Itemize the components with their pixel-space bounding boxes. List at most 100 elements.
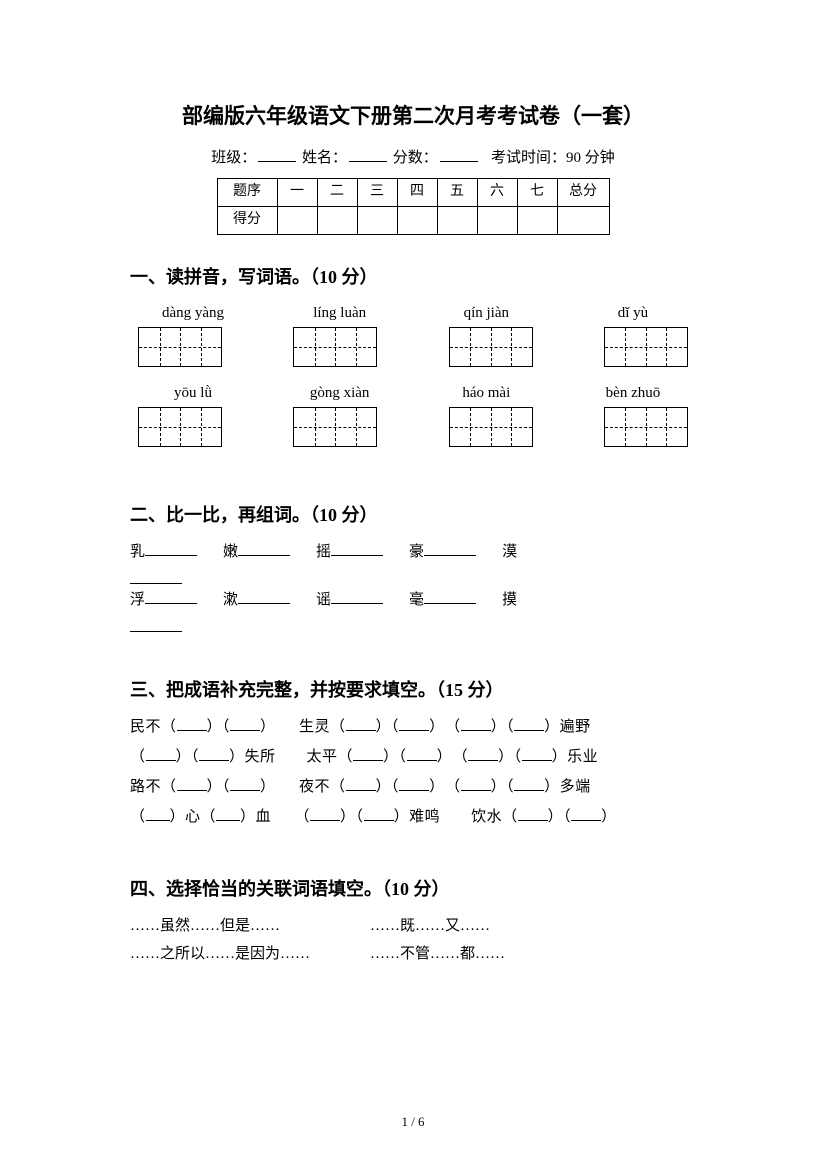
blank[interactable] [424, 588, 476, 604]
section2-title: 二、比一比，再组词。（10 分） [130, 501, 696, 530]
idiom-blank[interactable] [461, 777, 491, 791]
idiom-blank[interactable] [468, 747, 498, 761]
blank[interactable] [331, 588, 383, 604]
section1-title: 一、读拼音，写词语。（10 分） [130, 263, 696, 292]
idiom-blank[interactable] [364, 807, 394, 821]
idiom-blank[interactable] [177, 717, 207, 731]
idiom-blank[interactable] [514, 777, 544, 791]
char: 毫 [409, 588, 424, 612]
idiom-line: 路不（）（） 夜不（）（） （）（）多端 [130, 775, 696, 799]
conj-option: ……既……又…… [370, 914, 610, 938]
score-blank[interactable] [440, 161, 478, 162]
idiom-blank[interactable] [230, 777, 260, 791]
char: 乳 [130, 540, 145, 564]
col-1: 一 [277, 178, 317, 206]
score-cell[interactable] [357, 206, 397, 234]
idiom-blank[interactable] [346, 717, 376, 731]
class-blank[interactable] [258, 161, 296, 162]
score-cell[interactable] [397, 206, 437, 234]
idiom-blank[interactable] [177, 777, 207, 791]
conj-row: ……虽然……但是…… ……既……又…… [130, 914, 696, 938]
char: 谣 [316, 588, 331, 612]
blank[interactable] [424, 540, 476, 556]
char: 浮 [130, 588, 145, 612]
char-box[interactable] [293, 407, 377, 447]
idiom-blank[interactable] [146, 807, 170, 821]
exam-title: 部编版六年级语文下册第二次月考考试卷（一套） [130, 100, 696, 134]
idiom-blank[interactable] [230, 717, 260, 731]
char-box[interactable] [604, 327, 688, 367]
time-label: 考试时间：90 分钟 [491, 150, 615, 166]
pinyin: bèn zhuō [578, 381, 688, 405]
page-footer: 1 / 6 [0, 1112, 826, 1133]
idiom-blank[interactable] [461, 717, 491, 731]
blank[interactable] [145, 588, 197, 604]
col-4: 四 [397, 178, 437, 206]
conj-option: ……之所以……是因为…… [130, 942, 370, 966]
conj-row: ……之所以……是因为…… ……不管……都…… [130, 942, 696, 966]
idiom-blank[interactable] [522, 747, 552, 761]
idiom-blank[interactable] [514, 717, 544, 731]
pinyin: yōu lǜ [138, 381, 248, 405]
idiom-line: （）（）失所 太平（）（） （）（）乐业 [130, 745, 696, 769]
idiom-container: 民不（）（） 生灵（）（） （）（）遍野 （）（）失所 太平（）（） （）（）乐业… [130, 715, 696, 829]
char: 漠 [502, 540, 517, 564]
idiom-blank[interactable] [216, 807, 240, 821]
char-box[interactable] [293, 327, 377, 367]
section4-title: 四、选择恰当的关联词语填空。（10 分） [130, 875, 696, 904]
char-box[interactable] [449, 407, 533, 447]
char: 豪 [409, 540, 424, 564]
name-blank[interactable] [349, 161, 387, 162]
score-cell[interactable] [317, 206, 357, 234]
char-box[interactable] [449, 327, 533, 367]
score-cell[interactable] [277, 206, 317, 234]
blank[interactable] [130, 568, 182, 584]
score-cell[interactable] [437, 206, 477, 234]
box-row [130, 327, 696, 367]
col-2: 二 [317, 178, 357, 206]
idiom-blank[interactable] [346, 777, 376, 791]
compare-row: 浮 漱 谣 毫 摸 [130, 588, 696, 612]
blank[interactable] [145, 540, 197, 556]
blank[interactable] [238, 588, 290, 604]
score-cell[interactable] [477, 206, 517, 234]
idiom-blank[interactable] [407, 747, 437, 761]
row-label: 得分 [217, 206, 277, 234]
idiom-blank[interactable] [199, 747, 229, 761]
compare-row: 乳 嫩 摇 豪 漠 [130, 540, 696, 564]
char: 摇 [316, 540, 331, 564]
conj-option: ……不管……都…… [370, 942, 610, 966]
pinyin: háo mài [431, 381, 541, 405]
idiom-blank[interactable] [399, 717, 429, 731]
blank[interactable] [130, 616, 182, 632]
blank[interactable] [331, 540, 383, 556]
idiom-blank[interactable] [146, 747, 176, 761]
compare-row-cont [130, 568, 696, 584]
pinyin: dàng yàng [138, 301, 248, 325]
col-3: 三 [357, 178, 397, 206]
char-box[interactable] [138, 327, 222, 367]
class-label: 班级： [211, 150, 256, 166]
score-cell[interactable] [517, 206, 557, 234]
char: 摸 [502, 588, 517, 612]
score-table: 题序 一 二 三 四 五 六 七 总分 得分 [217, 178, 610, 235]
idiom-blank[interactable] [399, 777, 429, 791]
idiom-blank[interactable] [518, 807, 548, 821]
score-cell[interactable] [557, 206, 609, 234]
char: 嫩 [223, 540, 238, 564]
char-box[interactable] [138, 407, 222, 447]
conj-option: ……虽然……但是…… [130, 914, 370, 938]
pinyin-row: yōu lǜ gòng xiàn háo mài bèn zhuō [130, 381, 696, 405]
idiom-blank[interactable] [310, 807, 340, 821]
pinyin: qín jiàn [431, 301, 541, 325]
pinyin: dǐ yù [578, 301, 688, 325]
idiom-line: 民不（）（） 生灵（）（） （）（）遍野 [130, 715, 696, 739]
char-box[interactable] [604, 407, 688, 447]
blank[interactable] [238, 540, 290, 556]
score-label: 分数： [393, 150, 438, 166]
pinyin: líng luàn [285, 301, 395, 325]
pinyin: gòng xiàn [285, 381, 395, 405]
idiom-blank[interactable] [353, 747, 383, 761]
idiom-blank[interactable] [571, 807, 601, 821]
col-7: 七 [517, 178, 557, 206]
